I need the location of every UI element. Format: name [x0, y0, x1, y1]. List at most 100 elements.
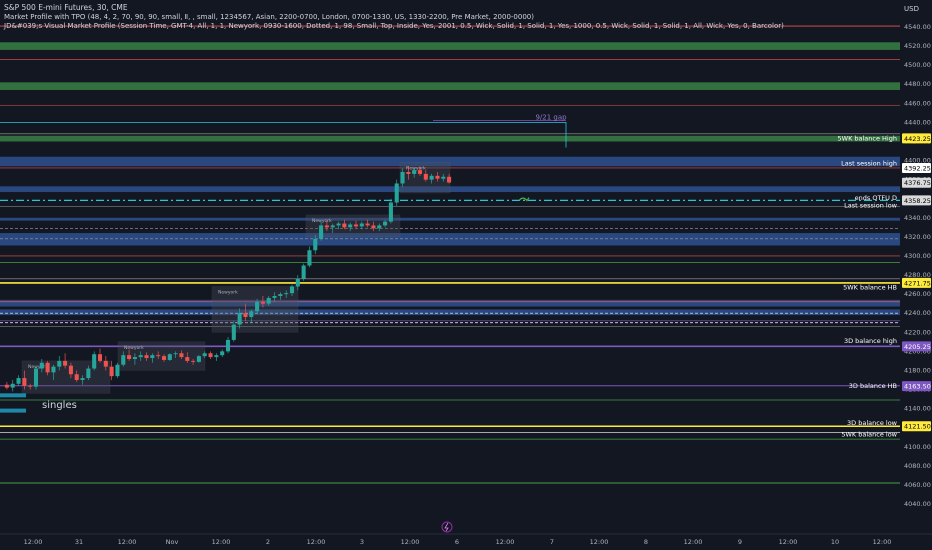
candle[interactable] — [330, 223, 335, 234]
candle[interactable] — [225, 337, 231, 354]
candle[interactable] — [214, 353, 219, 361]
candle[interactable] — [307, 246, 312, 268]
candle[interactable] — [272, 292, 277, 302]
candles-layer[interactable] — [4, 166, 452, 392]
candle[interactable] — [156, 351, 161, 359]
symbol-title[interactable]: S&P 500 E-mini Futures, 30, CME — [4, 3, 128, 12]
gap-label: 9/21 gap — [535, 113, 567, 121]
candle-body — [28, 385, 33, 387]
candle[interactable] — [109, 360, 114, 380]
candle[interactable] — [63, 353, 68, 369]
candle[interactable] — [161, 354, 167, 362]
price-badge-label: 4205.25 — [904, 343, 931, 351]
candle[interactable] — [313, 234, 318, 255]
price-badge-label: 4358.25 — [904, 197, 931, 205]
candle[interactable] — [406, 166, 411, 180]
price-axis[interactable]: 4540.00 4520.00 4500.00 4480.00 4460.00 4440.… — [900, 0, 932, 550]
candle-body — [214, 355, 219, 358]
candle[interactable] — [68, 362, 73, 379]
candle-body — [249, 311, 254, 318]
candle[interactable] — [359, 221, 364, 230]
candle[interactable] — [383, 219, 388, 228]
candle[interactable] — [179, 350, 184, 359]
time-axis[interactable]: 12:00 31 12:00 Nov 12:00 2 12:00 3 12:00 6 12:00 7 1… — [0, 533, 932, 546]
candle[interactable] — [138, 351, 143, 361]
time-tick: 12:00 — [24, 538, 43, 546]
candle[interactable] — [33, 365, 39, 390]
candle-body — [86, 368, 91, 379]
candle[interactable] — [295, 275, 300, 291]
level-label: ends OTFU D — [855, 194, 897, 202]
blue-zone — [0, 217, 900, 221]
candle[interactable] — [86, 365, 91, 380]
candle[interactable] — [51, 364, 56, 380]
candle[interactable] — [4, 381, 9, 390]
candle[interactable] — [365, 219, 370, 228]
candle[interactable] — [342, 219, 347, 230]
candle-body — [196, 356, 201, 362]
candle[interactable] — [423, 170, 428, 182]
candle[interactable] — [371, 221, 376, 232]
candle[interactable] — [196, 355, 201, 363]
candle[interactable] — [173, 351, 178, 359]
candle[interactable] — [319, 221, 324, 241]
candle[interactable] — [202, 351, 207, 359]
candle[interactable] — [208, 351, 213, 359]
candle[interactable] — [144, 352, 149, 361]
candle[interactable] — [301, 263, 306, 281]
indicator-legend-vmp[interactable]: JD&#039;s Visual Market Profile (Session… — [4, 22, 784, 30]
candle[interactable] — [132, 353, 137, 365]
candle[interactable] — [185, 352, 190, 363]
candle[interactable] — [447, 173, 452, 184]
candle[interactable] — [97, 348, 103, 363]
candle[interactable] — [191, 358, 196, 365]
candle[interactable] — [80, 375, 85, 385]
candle[interactable] — [417, 166, 423, 176]
price-badge — [902, 133, 931, 144]
candle[interactable] — [348, 222, 353, 232]
candle[interactable] — [167, 353, 172, 361]
candle[interactable] — [289, 284, 295, 297]
candle[interactable] — [377, 223, 382, 232]
candle[interactable] — [28, 383, 33, 390]
candle[interactable] — [324, 219, 329, 232]
candle[interactable] — [336, 221, 341, 230]
candle[interactable] — [22, 370, 27, 390]
candle[interactable] — [150, 353, 155, 363]
candle[interactable] — [115, 362, 120, 379]
candle[interactable] — [39, 358, 44, 373]
candle-body — [359, 223, 364, 227]
candle[interactable] — [412, 168, 417, 178]
candle[interactable] — [441, 173, 446, 182]
candle[interactable] — [429, 173, 434, 184]
candle[interactable] — [249, 309, 254, 323]
candle[interactable] — [266, 296, 271, 306]
candle[interactable] — [435, 172, 440, 182]
candle[interactable] — [255, 298, 260, 314]
candle[interactable] — [74, 370, 79, 382]
candle[interactable] — [16, 375, 21, 386]
candle[interactable] — [260, 296, 265, 308]
candle[interactable] — [243, 303, 248, 321]
indicator-legend-tpo[interactable]: Market Profile with TPO (48, 4, 2, 70, 9… — [4, 13, 534, 21]
candle[interactable] — [92, 351, 97, 371]
candle[interactable] — [278, 292, 283, 300]
candle[interactable] — [284, 290, 289, 298]
candle-body — [441, 176, 446, 179]
candle[interactable] — [237, 308, 242, 329]
candle[interactable] — [220, 349, 225, 358]
candle[interactable] — [103, 356, 108, 371]
price-tick: 4180.00 — [904, 366, 931, 374]
candle[interactable] — [394, 179, 399, 207]
candle[interactable] — [45, 360, 50, 376]
candle[interactable] — [57, 356, 62, 371]
candle[interactable] — [231, 320, 236, 342]
candle[interactable] — [353, 220, 359, 229]
candle[interactable] — [400, 168, 405, 188]
candle[interactable] — [10, 379, 15, 392]
candle[interactable] — [388, 198, 393, 224]
candle-body — [278, 294, 283, 297]
candle[interactable] — [121, 351, 126, 367]
candle[interactable] — [127, 349, 132, 361]
